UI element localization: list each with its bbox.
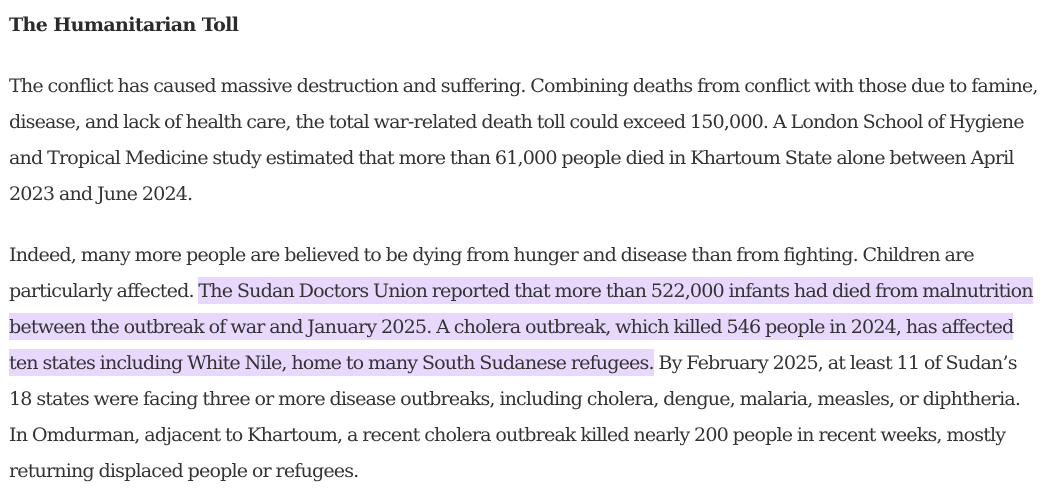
section-heading: The Humanitarian Toll (9, 14, 239, 36)
paragraph-text-before-highlight: Indeed, many more people are believed to… (9, 243, 975, 302)
article-section: The Humanitarian Toll The conflict has c… (9, 14, 1039, 489)
paragraph-text-after-highlight: By February 2025, at least 11 of Sudan’s… (9, 351, 1021, 482)
paragraph-death-toll: The conflict has caused massive destruct… (9, 74, 1038, 205)
paragraph-disease-outbreaks: Indeed, many more people are believed to… (9, 237, 1039, 489)
